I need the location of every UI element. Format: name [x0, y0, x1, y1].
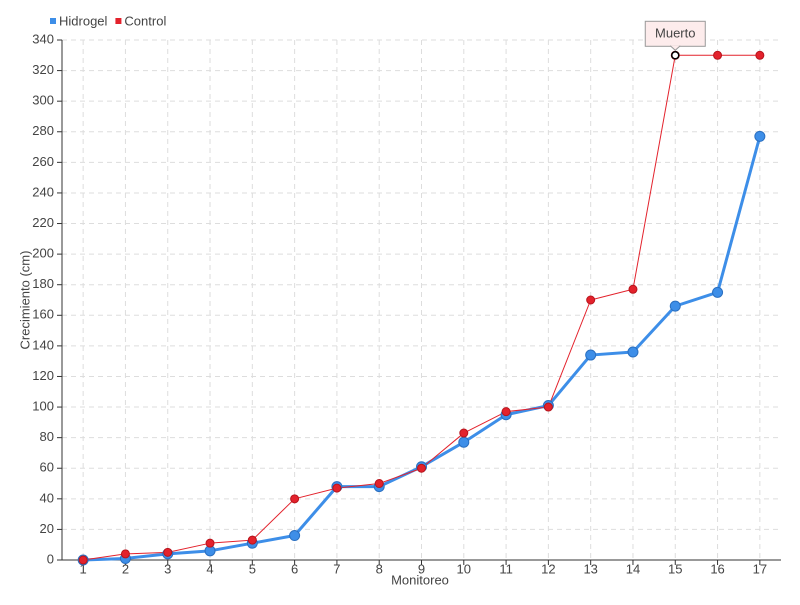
- y-tick-label: 280: [32, 123, 54, 138]
- y-tick-label: 220: [32, 215, 54, 230]
- data-point: [754, 130, 766, 142]
- x-tick-label: 12: [541, 561, 555, 576]
- x-tick-label: 15: [668, 561, 682, 576]
- data-point: [712, 286, 724, 298]
- data-point: [289, 530, 301, 542]
- annotation-box: [644, 20, 706, 47]
- y-tick-label: 200: [32, 246, 54, 261]
- data-point: [78, 555, 88, 565]
- legend-label: Control: [124, 13, 166, 28]
- x-tick-label: 6: [291, 561, 298, 576]
- data-point: [458, 436, 470, 448]
- x-tick-label: 16: [710, 561, 724, 576]
- highlight-point: [671, 51, 680, 60]
- data-point: [247, 535, 257, 545]
- y-tick-label: 20: [40, 521, 54, 536]
- x-tick-label: 11: [499, 561, 513, 576]
- y-tick-label: 300: [32, 93, 54, 108]
- x-tick-label: 3: [164, 561, 171, 576]
- data-point: [585, 349, 597, 361]
- data-point: [628, 284, 638, 294]
- legend-label: Hidrogel: [59, 13, 108, 28]
- y-tick-label: 160: [32, 307, 54, 322]
- x-tick-label: 5: [249, 561, 256, 576]
- y-tick-label: 0: [47, 551, 54, 566]
- annotation-pointer: [669, 45, 681, 51]
- y-tick-label: 100: [32, 398, 54, 413]
- data-point: [374, 479, 384, 489]
- x-tick-label: 8: [376, 561, 383, 576]
- data-point: [713, 50, 723, 60]
- data-point: [755, 50, 765, 60]
- x-tick-label: 13: [583, 561, 597, 576]
- y-tick-label: 260: [32, 154, 54, 169]
- x-tick-label: 7: [333, 561, 340, 576]
- y-tick-label: 60: [40, 460, 54, 475]
- data-point: [163, 547, 173, 557]
- data-point: [290, 494, 300, 504]
- data-point: [627, 346, 639, 358]
- x-tick-label: 2: [122, 561, 129, 576]
- y-tick-label: 240: [32, 184, 54, 199]
- x-tick-label: 14: [626, 561, 640, 576]
- annotation-text: Muerto: [655, 26, 695, 41]
- y-tick-label: 120: [32, 368, 54, 383]
- y-tick-label: 180: [32, 276, 54, 291]
- y-tick-label: 80: [40, 429, 54, 444]
- x-axis-title: Monitoreo: [391, 572, 449, 587]
- data-point: [120, 549, 130, 559]
- legend-swatch: [50, 18, 56, 24]
- x-tick-label: 4: [206, 561, 213, 576]
- y-tick-label: 40: [40, 490, 54, 505]
- data-point: [205, 538, 215, 548]
- data-point: [543, 402, 553, 412]
- x-tick-label: 1: [80, 561, 87, 576]
- x-tick-label: 9: [418, 561, 425, 576]
- data-point: [586, 295, 596, 305]
- x-tick-label: 10: [457, 561, 471, 576]
- data-point: [417, 463, 426, 473]
- y-tick-label: 140: [32, 337, 54, 352]
- y-axis-title: Crecimiento (cm): [17, 251, 32, 350]
- legend-swatch: [115, 18, 122, 24]
- data-point: [332, 483, 342, 493]
- y-tick-label: 320: [32, 62, 54, 77]
- data-point: [501, 407, 511, 417]
- y-tick-label: 340: [32, 31, 54, 46]
- x-tick-label: 17: [753, 561, 767, 576]
- data-point: [459, 428, 469, 438]
- data-point: [669, 300, 681, 312]
